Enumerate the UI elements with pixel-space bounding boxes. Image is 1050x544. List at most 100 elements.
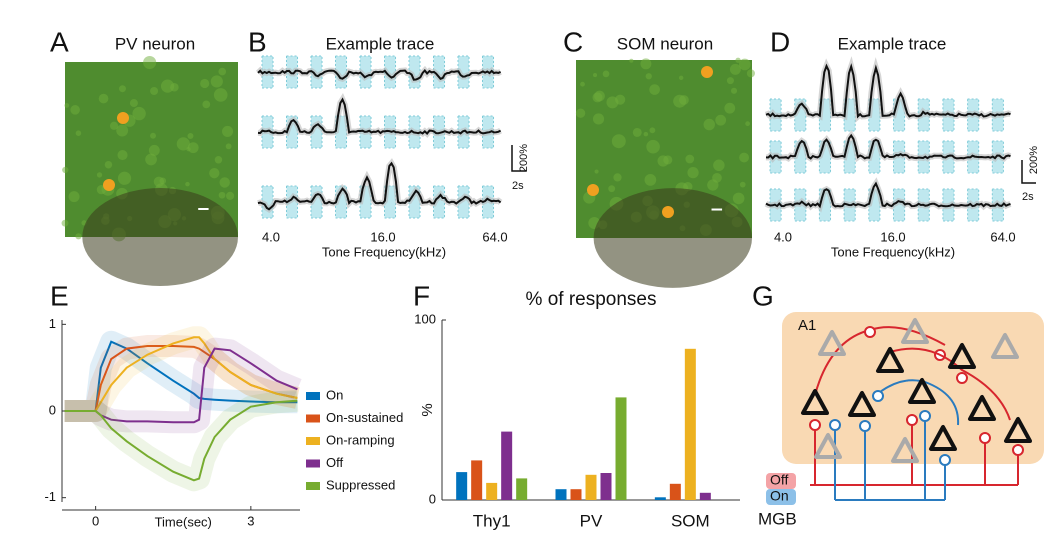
off-box — [766, 473, 796, 489]
cell — [707, 179, 719, 191]
cell — [160, 79, 175, 93]
panel-title: Example trace — [326, 34, 435, 53]
cell — [613, 173, 622, 182]
y-tick-label: 0 — [429, 491, 436, 506]
legend-label: On-sustained — [326, 410, 403, 425]
source-label: MGB — [758, 509, 797, 528]
cell — [150, 86, 159, 95]
scale-bar — [1021, 160, 1036, 184]
panel-letter: D — [770, 26, 790, 57]
labelled-cell — [662, 206, 674, 218]
trace — [257, 97, 502, 135]
cell — [117, 171, 132, 185]
synapse — [829, 419, 841, 431]
cell — [219, 177, 230, 188]
neuron — [948, 343, 976, 369]
cell — [739, 152, 750, 163]
y-tick-label: 1 — [49, 316, 56, 331]
cell — [726, 77, 734, 85]
cell — [632, 127, 642, 137]
tone-window — [261, 185, 274, 219]
labelled-cell — [587, 184, 599, 196]
cell — [222, 125, 234, 137]
scale-label: 2s — [512, 180, 524, 192]
cell — [218, 191, 226, 199]
a1-region — [782, 312, 1044, 464]
cell — [185, 181, 190, 187]
y-tick-label: 100 — [414, 311, 436, 326]
cell — [176, 137, 190, 151]
cell — [70, 105, 80, 115]
cell — [643, 131, 649, 137]
axis-label: Tone Frequency(kHz) — [322, 244, 446, 259]
cell — [187, 132, 194, 139]
tone-window — [457, 55, 470, 89]
trace — [257, 161, 502, 211]
cell — [218, 67, 227, 76]
cell — [724, 102, 736, 114]
tone-window — [433, 55, 446, 89]
synapse — [939, 454, 951, 466]
scale-label: 200% — [518, 144, 530, 172]
cell — [214, 156, 223, 164]
cell — [145, 153, 157, 166]
cell — [685, 154, 695, 164]
y-axis-label: % — [419, 403, 436, 416]
tone-window — [335, 115, 348, 149]
bar — [684, 348, 696, 500]
x-tick-label: 0 — [92, 513, 99, 528]
tone-window — [359, 55, 372, 89]
freq-label: 4.0 — [774, 229, 792, 244]
region-label: A1 — [798, 317, 816, 334]
bar — [456, 472, 468, 500]
cell — [580, 81, 585, 87]
legend-swatch — [306, 392, 320, 400]
tone-window — [794, 98, 807, 132]
bar — [570, 489, 582, 500]
cell — [143, 55, 157, 70]
panel-letter: A — [50, 26, 69, 57]
bar — [600, 473, 612, 500]
circuit — [801, 318, 1032, 501]
neuron — [818, 330, 846, 356]
cell — [200, 78, 210, 89]
cell — [687, 166, 699, 179]
bar — [654, 497, 666, 500]
neuron — [891, 437, 919, 463]
legend-swatch — [306, 459, 320, 468]
bar — [669, 483, 681, 500]
cell — [186, 147, 191, 152]
cell — [117, 149, 128, 161]
synapse — [809, 419, 821, 431]
tone-window — [408, 185, 421, 219]
cell — [209, 167, 220, 179]
synapse — [906, 414, 918, 426]
neuron — [968, 395, 996, 421]
neuron — [876, 347, 904, 373]
bar — [699, 492, 711, 500]
cell — [116, 124, 129, 137]
labelled-cell — [701, 66, 713, 78]
tone-window — [843, 98, 856, 132]
cell — [118, 85, 126, 93]
cell — [159, 177, 167, 185]
tone-window — [818, 98, 832, 132]
cell — [615, 94, 626, 105]
cell — [75, 233, 82, 240]
trace — [765, 63, 1011, 119]
cell — [645, 73, 652, 80]
panel-title: SOM neuron — [617, 34, 713, 53]
cell — [649, 127, 656, 134]
trace — [257, 68, 501, 81]
cell — [602, 70, 610, 78]
cell — [679, 95, 689, 105]
cell — [715, 114, 727, 126]
x-tick-label: 3 — [247, 513, 254, 528]
cell — [225, 191, 235, 200]
cell — [594, 169, 599, 174]
legend-swatch — [306, 482, 320, 490]
bar — [486, 482, 498, 500]
panel-letter: B — [248, 26, 267, 57]
panel-letter: C — [563, 26, 583, 57]
series-line — [64, 399, 298, 482]
